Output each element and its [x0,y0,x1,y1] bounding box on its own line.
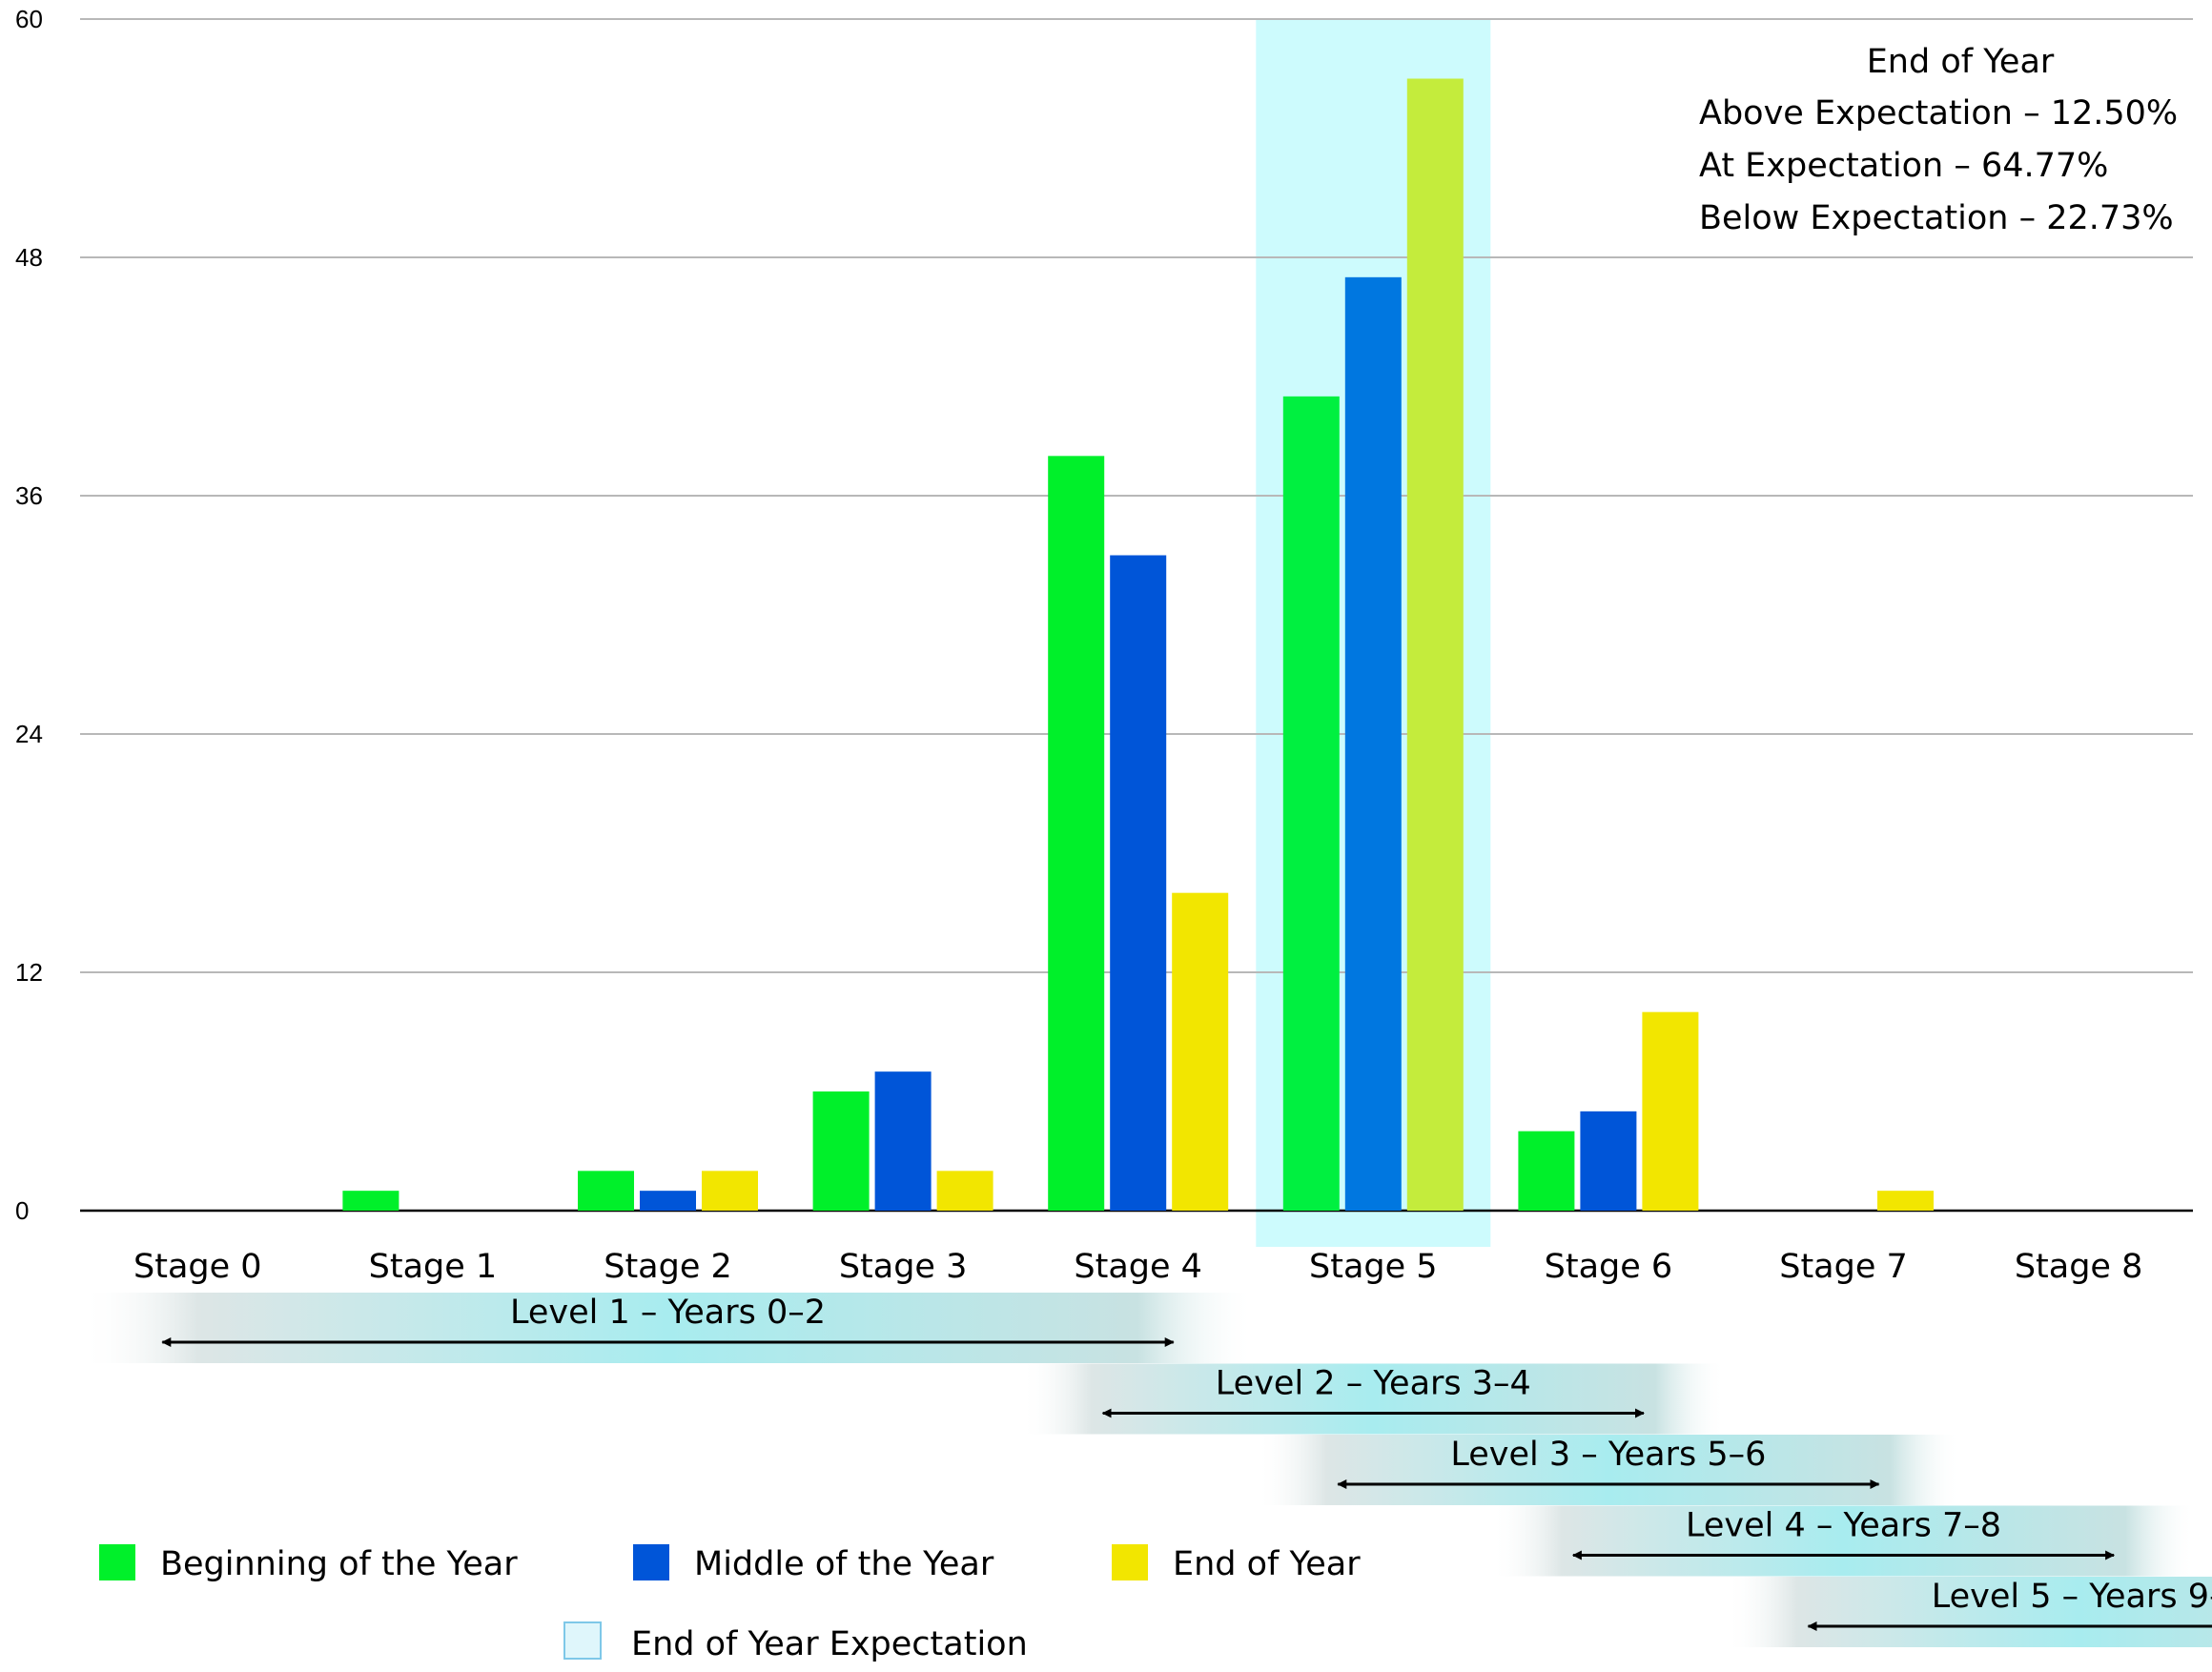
bar [1580,1111,1637,1211]
bar [812,1091,870,1211]
level-band [1256,1435,1961,1505]
bar [1642,1011,1699,1211]
level-bands: Level 1 – Years 0–2 Level 2 – Years 3–4 Le… [80,1293,2212,1647]
x-tick-label: Stage 7 [1779,1248,1908,1286]
x-tick-label: Stage 8 [2015,1248,2143,1286]
legend-label-middle: Middle of the Year [694,1545,994,1583]
x-tick-label: Stage 6 [1545,1248,1673,1286]
y-tick-label: 24 [15,720,43,748]
bar [1344,276,1402,1211]
bar [1406,78,1464,1211]
level-label: Level 3 – Years 5–6 [1450,1436,1766,1474]
level-label: Level 2 – Years 3–4 [1216,1365,1531,1403]
level-band [80,1293,1256,1363]
level-band [1020,1363,1726,1435]
legend: Beginning of the Year Middle of the Year… [99,1544,1361,1663]
bar [702,1171,758,1211]
legend-swatch-end [1112,1544,1148,1580]
legend-label-beginning: Beginning of the Year [160,1545,518,1583]
legend-swatch-middle [633,1544,669,1580]
bar [1048,456,1105,1211]
x-tick-label: Stage 5 [1309,1248,1438,1286]
level-band [1490,1505,2197,1577]
bar [936,1171,993,1211]
annotation-below: Below Expectation – 22.73% [1699,199,2174,237]
x-tick-label: Stage 1 [369,1248,498,1286]
bar [1877,1191,1934,1211]
legend-label-end: End of Year [1173,1545,1361,1583]
y-tick-label: 12 [15,958,43,987]
bar [1518,1131,1575,1211]
bar [1110,555,1167,1211]
y-tick-label: 0 [15,1196,29,1225]
bar [342,1191,399,1211]
legend-label-expectation: End of Year Expectation [631,1625,1028,1663]
annotation-above: Above Expectation – 12.50% [1699,94,2178,133]
level-label: Level 1 – Years 0–2 [510,1294,826,1332]
legend-swatch-beginning [99,1544,135,1580]
annotation-title: End of Year [1867,43,2055,81]
y-tick-label: 48 [15,243,43,272]
x-tick-label: Stage 0 [133,1248,262,1286]
bar [578,1171,634,1211]
y-tick-label: 60 [15,5,43,33]
annotation-at: At Expectation – 64.77% [1699,147,2108,185]
bar [1282,396,1340,1211]
bar [874,1071,932,1211]
x-tick-label: Stage 3 [839,1248,968,1286]
bars [342,78,1934,1211]
y-tick-label: 36 [15,481,43,510]
bar [640,1191,696,1211]
bar [1172,892,1229,1211]
level-band [1726,1577,2212,1647]
annotation-box: End of Year Above Expectation – 12.50% A… [1699,43,2178,237]
level-label: Level 4 – Years 7–8 [1686,1507,2001,1545]
x-tick-label: Stage 4 [1074,1248,1202,1286]
level-label: Level 5 – Years 9– [1932,1578,2212,1616]
x-axis-labels: Stage 0 Stage 1 Stage 2 Stage 3 Stage 4 Stage… [133,1248,2142,1286]
x-tick-label: Stage 2 [604,1248,732,1286]
legend-swatch-expectation [563,1621,602,1660]
